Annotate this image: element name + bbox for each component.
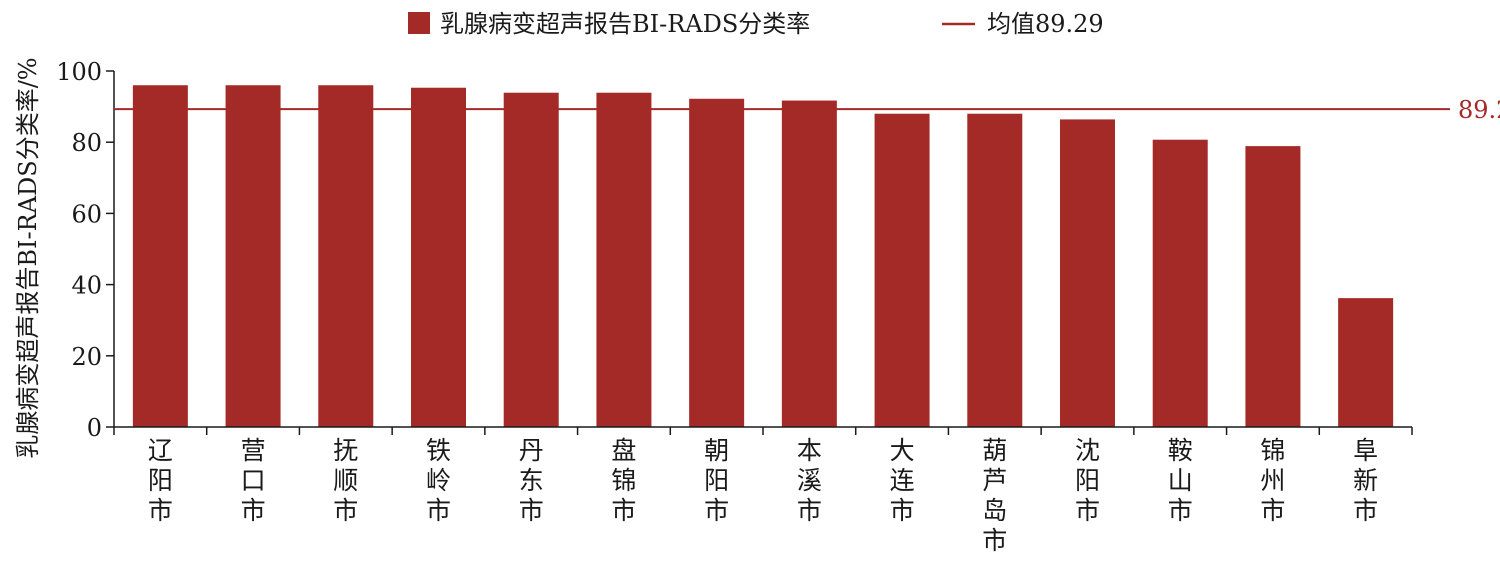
- bar: [967, 113, 1023, 427]
- bar: [1060, 119, 1115, 427]
- bar: [874, 113, 930, 427]
- category-label: 朝阳市: [704, 436, 729, 525]
- bar: [318, 85, 374, 428]
- y-axis: 0 20 40 60 80 100: [56, 58, 115, 442]
- category-label: 抚顺市: [333, 436, 358, 525]
- y-tick-label: 100: [56, 58, 102, 86]
- mean-value-label: 89.29: [1458, 96, 1500, 124]
- category-label: 本溪市: [797, 436, 822, 525]
- bar: [1152, 139, 1208, 427]
- bar: [1245, 146, 1301, 427]
- bar: [503, 92, 559, 427]
- legend: 乳腺病变超声报告BI-RADS分类率 均值89.29: [408, 10, 1104, 38]
- y-tick-label: 60: [71, 200, 102, 228]
- y-tick-label: 80: [71, 129, 102, 157]
- bar: [781, 100, 837, 427]
- category-label: 锦州市: [1260, 436, 1285, 525]
- bar: [225, 85, 281, 428]
- bar: [596, 92, 652, 427]
- bar: [132, 85, 188, 428]
- mean-line-group: 89.29: [114, 96, 1500, 124]
- legend-bar-label: 乳腺病变超声报告BI-RADS分类率: [440, 10, 810, 38]
- bar: [1338, 298, 1394, 427]
- category-label: 葫芦岛市: [982, 436, 1007, 555]
- y-tick-label: 20: [71, 343, 102, 371]
- bar: [411, 87, 466, 428]
- legend-bar-swatch: [408, 12, 430, 34]
- bars: [132, 85, 1394, 428]
- y-tick-label: 40: [71, 272, 102, 300]
- category-label: 丹东市: [519, 436, 544, 525]
- y-axis-label: 乳腺病变超声报告BI-RADS分类率/%: [14, 57, 42, 458]
- category-label: 盘锦市: [611, 436, 636, 525]
- category-label: 辽阳市: [148, 436, 173, 525]
- category-label: 沈阳市: [1075, 436, 1100, 525]
- category-label: 大连市: [890, 436, 915, 525]
- x-axis: 辽阳市 营口市 抚顺市 铁岭市 丹东市 盘锦市 朝阳市 本溪市 大连市 葫芦岛市 沈阳市 鞍山市 锦州市…: [113, 426, 1413, 555]
- y-tick-label: 0: [87, 414, 102, 442]
- category-label: 鞍山市: [1168, 436, 1193, 525]
- legend-mean-label: 均值89.29: [987, 10, 1104, 38]
- category-label: 营口市: [241, 436, 266, 525]
- bar: [689, 98, 745, 427]
- category-label: 铁岭市: [426, 436, 451, 525]
- category-label: 阜新市: [1353, 436, 1378, 525]
